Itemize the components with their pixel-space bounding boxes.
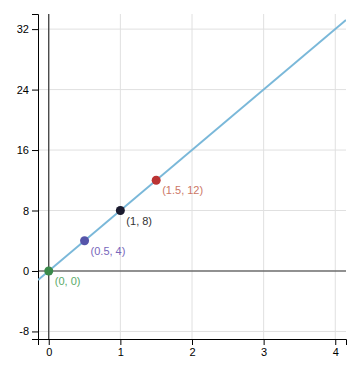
annotations: (0, 0) (0.5, 4) (1, 8) (1.5, 12) [55,184,203,287]
grid-line-y [38,29,346,30]
x-axis: 0 1 2 3 4 [39,339,347,358]
grid [38,14,346,339]
tick-label: 1 [118,346,124,358]
tick: 16 [17,144,38,156]
tick-label: 3 [261,346,267,358]
tick-mark [120,339,121,345]
x-axis-line [39,340,347,346]
tick-label: -8 [19,325,29,337]
tick-label: 16 [17,144,29,156]
y-axis: -8 0 8 16 24 32 [17,15,39,340]
point [152,176,161,185]
grid-line-y [38,210,346,211]
tick-mark [335,339,336,345]
tick-mark [32,150,38,151]
tick-label: 2 [189,346,195,358]
tick-label: 0 [46,346,52,358]
tick: 0 [46,339,52,358]
tick: 32 [17,23,38,35]
grid-line-y [38,331,346,332]
tick: 2 [189,339,195,358]
tick-mark [32,331,38,332]
tick-mark [264,339,265,345]
point [80,236,89,245]
annotation: (0, 0) [55,275,81,287]
tick-mark [32,271,38,272]
tick: 1 [118,339,124,358]
tick-mark [32,211,38,212]
tick: 24 [17,84,38,96]
tick: 8 [23,205,38,217]
tick-mark [32,29,38,30]
grid-line-y [38,89,346,90]
grid-line-x [335,14,336,339]
y-axis-line [32,15,39,340]
grid-line-x [263,14,264,339]
zero-line-x [48,14,49,339]
tick-label: 8 [23,205,29,217]
zero-line-y [38,270,346,271]
tick-mark [32,90,38,91]
tick: 0 [23,265,38,277]
point [116,206,125,215]
tick-mark [49,339,50,345]
tick-mark [192,339,193,345]
marks [38,20,346,280]
grid-line-x [192,14,193,339]
tick-label: 32 [17,23,29,35]
line [38,20,346,280]
grid-line-x [120,14,121,339]
tick: 4 [333,339,339,358]
tick: 3 [261,339,267,358]
tick-label: 4 [333,346,339,358]
annotation: (1, 8) [126,215,152,227]
tick-label: 0 [23,265,29,277]
grid-line-x [48,14,49,339]
grid-line-y [38,270,346,271]
chart: 0 1 2 3 4 -8 0 8 16 24 32 (0, 0) (0.5, 4) (1, 8) (1.5,… [0,0,364,367]
zero-lines [38,14,346,339]
tick-label: 24 [17,84,29,96]
point [44,266,53,275]
annotation: (1.5, 12) [162,184,203,196]
tick: -8 [19,325,38,337]
annotation: (0.5, 4) [91,245,126,257]
